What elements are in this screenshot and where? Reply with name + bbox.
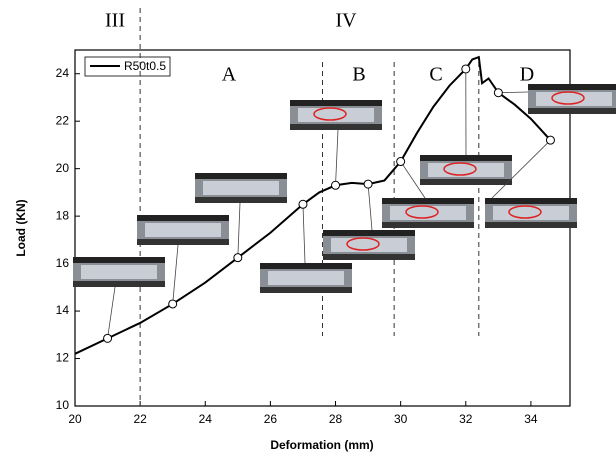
y-tick-label: 10	[56, 398, 70, 412]
photo-inset	[382, 198, 474, 228]
photo-inset	[195, 173, 287, 203]
photo-band	[420, 155, 512, 161]
leader-line	[173, 245, 178, 304]
y-tick-label: 12	[56, 351, 70, 365]
x-axis-label: Deformation (mm)	[270, 438, 373, 452]
photo-inset	[420, 155, 512, 185]
x-tick-label: 20	[68, 412, 82, 426]
photo-band	[485, 198, 577, 204]
x-tick-label: 22	[133, 412, 147, 426]
photo-base	[323, 254, 415, 260]
x-tick-label: 24	[199, 412, 213, 426]
photo-base	[485, 222, 577, 228]
photo-base	[195, 197, 287, 203]
photo-band	[195, 173, 287, 179]
photo-inset	[485, 198, 577, 228]
region-label: III	[105, 10, 125, 32]
photo-base	[137, 239, 229, 245]
photo-light	[203, 181, 279, 195]
photo-band	[323, 230, 415, 236]
stage-label: C	[429, 64, 442, 86]
stage-label: A	[222, 64, 237, 86]
y-axis-label: Load (KN)	[14, 199, 28, 256]
legend-label: R50t0.5	[124, 59, 166, 73]
data-point	[546, 136, 554, 144]
data-point	[462, 65, 470, 73]
photo-inset	[73, 257, 165, 287]
photo-base	[420, 179, 512, 185]
data-point	[364, 180, 372, 188]
photo-light	[145, 223, 221, 237]
leader-line	[108, 287, 115, 338]
region-label: IV	[335, 10, 357, 32]
y-tick-label: 18	[56, 208, 70, 222]
data-point	[234, 254, 242, 262]
x-tick-label: 30	[394, 412, 408, 426]
data-point	[494, 89, 502, 97]
photo-light	[81, 265, 157, 279]
photo-inset	[528, 84, 616, 114]
leader-line	[238, 203, 240, 258]
photo-base	[290, 124, 382, 130]
x-tick-label: 34	[524, 412, 538, 426]
leader-line	[303, 204, 305, 263]
data-point	[299, 200, 307, 208]
data-point	[169, 300, 177, 308]
photo-light	[268, 271, 344, 285]
photo-base	[73, 281, 165, 287]
photo-base	[260, 287, 352, 293]
stage-label: B	[352, 64, 365, 86]
leader-line	[368, 184, 372, 230]
stage-label: D	[520, 64, 534, 86]
y-tick-label: 22	[56, 113, 70, 127]
x-tick-label: 26	[264, 412, 278, 426]
photo-inset	[260, 263, 352, 293]
photo-inset	[290, 100, 382, 130]
data-point	[397, 158, 405, 166]
data-point	[332, 181, 340, 189]
y-tick-label: 14	[56, 303, 70, 317]
photo-band	[137, 215, 229, 221]
photo-inset	[137, 215, 229, 245]
y-tick-label: 24	[56, 66, 70, 80]
y-tick-label: 20	[56, 161, 70, 175]
photo-band	[382, 198, 474, 204]
photo-band	[260, 263, 352, 269]
photo-inset	[323, 230, 415, 260]
leader-line	[336, 130, 338, 185]
photo-base	[528, 108, 616, 114]
x-tick-label: 32	[459, 412, 473, 426]
photo-base	[382, 222, 474, 228]
photo-band	[528, 84, 616, 90]
data-point	[104, 334, 112, 342]
y-tick-label: 16	[56, 256, 70, 270]
photo-band	[73, 257, 165, 263]
photo-band	[290, 100, 382, 106]
x-tick-label: 28	[329, 412, 343, 426]
